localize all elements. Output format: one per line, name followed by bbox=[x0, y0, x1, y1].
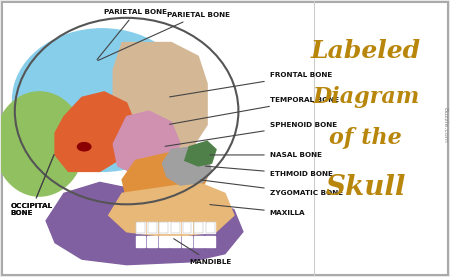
Polygon shape bbox=[185, 141, 216, 166]
Polygon shape bbox=[122, 152, 207, 204]
Bar bbox=[182, 222, 192, 233]
Text: OCCIPITAL
BONE: OCCIPITAL BONE bbox=[10, 155, 54, 216]
Bar bbox=[159, 222, 168, 233]
Bar bbox=[147, 222, 157, 233]
Bar bbox=[148, 222, 157, 233]
Text: Diagram: Diagram bbox=[312, 86, 419, 108]
Bar bbox=[171, 236, 180, 247]
Text: PARIETAL BONE: PARIETAL BONE bbox=[97, 9, 167, 60]
Polygon shape bbox=[162, 147, 212, 185]
Polygon shape bbox=[113, 43, 207, 166]
Bar bbox=[136, 222, 145, 233]
Bar bbox=[159, 222, 169, 233]
Polygon shape bbox=[46, 182, 243, 265]
FancyBboxPatch shape bbox=[2, 2, 448, 275]
Text: Skull: Skull bbox=[326, 174, 406, 201]
Text: FRONTAL BONE: FRONTAL BONE bbox=[170, 72, 332, 97]
Text: ZYGOMATIC BONE: ZYGOMATIC BONE bbox=[201, 180, 343, 196]
Bar bbox=[171, 222, 180, 233]
Text: MAXILLA: MAXILLA bbox=[210, 205, 306, 216]
Ellipse shape bbox=[0, 92, 84, 196]
Text: Buzzle.com: Buzzle.com bbox=[443, 107, 448, 143]
Bar bbox=[205, 222, 215, 233]
Bar bbox=[182, 236, 192, 247]
Bar bbox=[171, 222, 180, 233]
Text: SPHENOID BONE: SPHENOID BONE bbox=[165, 122, 337, 146]
Polygon shape bbox=[113, 111, 180, 174]
Text: MANDIBLE: MANDIBLE bbox=[174, 239, 231, 265]
Text: of the: of the bbox=[329, 127, 402, 150]
Text: Labeled: Labeled bbox=[311, 39, 421, 63]
Bar bbox=[135, 236, 145, 247]
Bar bbox=[194, 222, 203, 233]
Bar bbox=[183, 222, 191, 233]
Polygon shape bbox=[55, 92, 135, 171]
Text: TEMPORAL BONE: TEMPORAL BONE bbox=[170, 97, 339, 124]
Text: OCCIPITAL
BONE: OCCIPITAL BONE bbox=[10, 155, 54, 216]
Text: NASAL BONE: NASAL BONE bbox=[210, 152, 322, 158]
Circle shape bbox=[77, 143, 91, 151]
Bar bbox=[194, 222, 203, 233]
Bar bbox=[159, 236, 169, 247]
Bar bbox=[206, 222, 215, 233]
Text: PARIETAL BONE: PARIETAL BONE bbox=[98, 12, 230, 61]
Bar bbox=[135, 222, 145, 233]
Bar bbox=[147, 236, 157, 247]
Bar bbox=[194, 236, 203, 247]
Polygon shape bbox=[109, 182, 234, 237]
Text: ETHMOID BONE: ETHMOID BONE bbox=[205, 166, 333, 177]
Ellipse shape bbox=[13, 29, 191, 171]
Bar bbox=[205, 236, 215, 247]
